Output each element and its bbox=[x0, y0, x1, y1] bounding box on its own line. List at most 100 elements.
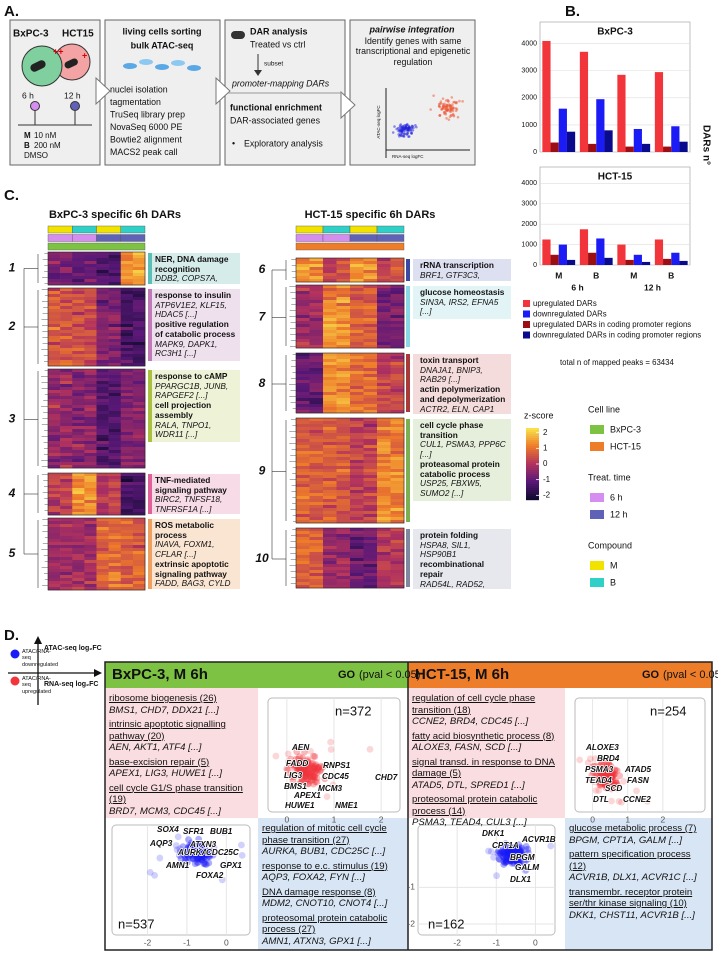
heatmap-cell bbox=[363, 514, 378, 518]
heatmap-cell bbox=[108, 327, 122, 331]
heatmap-cell bbox=[108, 399, 122, 403]
scatter-point bbox=[193, 850, 201, 858]
heatmap-cell bbox=[120, 372, 134, 376]
heatmap-cell bbox=[60, 261, 73, 265]
heatmap-cell bbox=[309, 463, 324, 467]
heatmap-cell bbox=[108, 459, 122, 463]
scatter-point bbox=[301, 763, 309, 771]
heatmap-cell bbox=[377, 389, 391, 393]
heatmap-cell bbox=[108, 321, 122, 325]
bar bbox=[558, 108, 567, 152]
heatmap-cell bbox=[132, 279, 146, 283]
heatmap-cell bbox=[60, 414, 73, 418]
heatmap-cell bbox=[48, 360, 61, 364]
heatmap-cell bbox=[60, 542, 73, 546]
heatmap-cell bbox=[336, 386, 351, 390]
heatmap-cell bbox=[108, 453, 122, 457]
heatmap-cell bbox=[132, 312, 146, 316]
heatmap-cell bbox=[309, 466, 324, 470]
panel-header: BxPC-3, M 6h bbox=[112, 666, 208, 683]
heatmap-cell bbox=[48, 512, 61, 516]
heatmap-cell bbox=[48, 500, 61, 504]
heatmap-cell bbox=[84, 441, 97, 445]
heatmap-cell bbox=[60, 288, 73, 292]
scatter-point bbox=[520, 860, 528, 867]
scatter-point bbox=[317, 766, 325, 774]
scatter-point bbox=[189, 843, 197, 851]
n-label: n=537 bbox=[118, 916, 155, 931]
heatmap-cell bbox=[390, 294, 405, 298]
heatmap-cell bbox=[96, 387, 109, 391]
y-tick-label: 0 bbox=[533, 149, 537, 156]
heatmap-cell bbox=[132, 423, 146, 427]
term-name: rRNA transcription bbox=[420, 260, 494, 270]
heatmap-cell bbox=[96, 527, 109, 531]
scatter-point bbox=[509, 851, 517, 859]
heatmap-cell bbox=[350, 356, 364, 360]
scatter-point bbox=[515, 845, 523, 853]
heatmap-cell bbox=[336, 520, 351, 524]
scatter-point bbox=[515, 860, 523, 868]
heatmap-cell bbox=[72, 459, 85, 463]
heatmap-cell bbox=[390, 395, 405, 399]
heatmap-cell bbox=[60, 500, 73, 504]
heatmap-cell bbox=[96, 426, 109, 430]
heatmap-cell bbox=[60, 309, 73, 313]
scatter-point bbox=[588, 763, 596, 771]
term-name: extrinsic apoptotic signaling pathway bbox=[155, 558, 229, 579]
heatmap-cell bbox=[132, 444, 146, 448]
scatter-point bbox=[513, 844, 521, 852]
heatmap-cell bbox=[296, 353, 310, 357]
scatter-point bbox=[195, 849, 203, 856]
scatter-point bbox=[620, 777, 628, 785]
heatmap-cell bbox=[323, 273, 337, 277]
heatmap-cell bbox=[363, 312, 378, 316]
term-genes: BPGM, CPT1A, GALM [...] bbox=[569, 834, 683, 846]
illustration-dot bbox=[393, 125, 396, 128]
heatmap-cell bbox=[323, 267, 337, 271]
heatmap-cell bbox=[323, 371, 337, 375]
heatmap-cell bbox=[72, 524, 85, 528]
heatmap-cell bbox=[120, 264, 134, 268]
scatter-point bbox=[199, 847, 207, 854]
scatter-point bbox=[192, 844, 200, 851]
heatmap-cell bbox=[48, 554, 61, 558]
scatter-point bbox=[604, 765, 612, 773]
heatmap-cell bbox=[84, 255, 97, 259]
heatmap-cell bbox=[132, 447, 146, 451]
bullet: • bbox=[232, 138, 235, 148]
heatmap-cell bbox=[132, 453, 146, 457]
heatmap-cell bbox=[336, 543, 351, 547]
scatter-point bbox=[319, 763, 327, 771]
heatmap-cell bbox=[96, 503, 109, 507]
heatmap-cell bbox=[390, 445, 405, 449]
heatmap-cell bbox=[120, 560, 134, 564]
scatter-point bbox=[192, 845, 200, 852]
heatmap-cell bbox=[72, 530, 85, 534]
heatmap-cell bbox=[108, 261, 122, 265]
heatmap-cell bbox=[132, 569, 146, 573]
heatmap-cell bbox=[390, 573, 405, 577]
heatmap-cell bbox=[96, 258, 109, 262]
heatmap-cell bbox=[309, 576, 324, 580]
scatter-point bbox=[497, 850, 504, 858]
heatmap-cell bbox=[96, 545, 109, 549]
heatmap-cell bbox=[96, 462, 109, 466]
colorbar-segment bbox=[526, 474, 539, 477]
heatmap-cell bbox=[120, 303, 134, 307]
heatmap-cell bbox=[363, 258, 378, 262]
heatmap-cell bbox=[390, 546, 405, 550]
heatmap-cell bbox=[363, 303, 378, 307]
gene-label: CDC45 bbox=[322, 772, 349, 781]
drug-icon bbox=[231, 31, 245, 39]
bar bbox=[633, 128, 642, 152]
heatmap-cell bbox=[350, 404, 364, 408]
scatter-point bbox=[199, 850, 207, 858]
scatter-point bbox=[513, 859, 521, 867]
heatmap-cell bbox=[336, 466, 351, 470]
scatter-point bbox=[304, 756, 312, 764]
scatter-point bbox=[295, 767, 303, 775]
term-box: response to insulin ATP6V1E2, KLF15, HDAC… bbox=[148, 289, 240, 361]
scatter-point bbox=[598, 760, 605, 768]
heatmap-cell bbox=[48, 527, 61, 531]
